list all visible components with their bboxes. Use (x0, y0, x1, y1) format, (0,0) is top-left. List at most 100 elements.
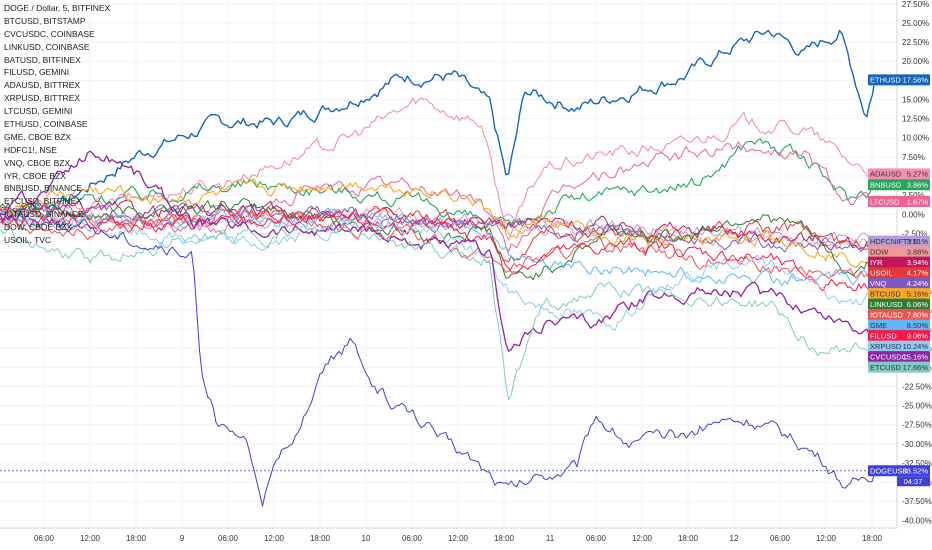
price-tag-value: 3.51% (907, 237, 929, 246)
x-tick-label: 18:00 (494, 534, 515, 543)
price-tag-bg (868, 195, 930, 207)
legend-item[interactable]: HDFC1!, NSE (4, 144, 57, 155)
series-line-bnbusd (0, 138, 876, 226)
price-tag-ltcusd: LTCUSD 1.67% (868, 195, 930, 207)
price-tag-dow: DOW 3.88% (868, 246, 930, 258)
price-tag-value: -33.52% (900, 467, 928, 476)
legend-item[interactable]: VNQ, CBOE BZX (4, 157, 71, 168)
legend-item[interactable]: BNBUSD, BINANCE (4, 183, 82, 194)
price-tag-value: 17.56% (903, 76, 929, 85)
price-tag-value: 3.88% (907, 247, 929, 256)
series-line-iyr (0, 199, 876, 252)
x-tick-label: 18:00 (862, 534, 883, 543)
price-tag-name: XRPUSD (870, 342, 902, 351)
price-tag-value: 5.16% (907, 289, 929, 298)
price-tag-bg (868, 179, 930, 191)
series-line-dogeusd (0, 214, 876, 507)
price-tag-name: ETHUSD (870, 76, 901, 85)
price-tag-bg (868, 246, 930, 258)
price-tag-name: LTCUSD (870, 197, 900, 206)
price-tag-hdfc1-: HDFCNIFTY1!3.51% (868, 235, 930, 247)
x-tick-label: 12 (730, 534, 739, 543)
price-tag-value: 4.24% (907, 279, 929, 288)
price-tag-name: HDFCNIFTY1! (870, 237, 919, 246)
legend-item[interactable]: ADAUSD, BITTREX (4, 80, 81, 91)
legend-item[interactable]: ETHUSD, COINBASE (4, 119, 88, 130)
price-tag-name: IYR (870, 258, 883, 267)
price-tag-gme: GME 8.50% (868, 319, 930, 331)
series-line-xrpusd (0, 212, 876, 331)
x-tick-label: 12:00 (632, 534, 653, 543)
x-tick-label: 11 (546, 534, 555, 543)
legend-item[interactable]: DOW, CBOE BZX (4, 222, 73, 233)
x-tick-label: 12:00 (816, 534, 837, 543)
price-tag-value: 17.66% (903, 363, 929, 372)
price-tag-bg (868, 465, 930, 477)
series-line-adausd (0, 97, 876, 241)
price-tag-value: 6.06% (907, 300, 929, 309)
y-tick-label: -32.50% (902, 459, 932, 468)
x-tick-label: 18:00 (126, 534, 147, 543)
price-tag-value: 15.16% (903, 352, 929, 361)
y-tick-label: 12.50% (902, 115, 929, 124)
y-tick-label: -25.00% (902, 402, 932, 411)
series-line-cvcusdc (0, 150, 876, 352)
x-tick-label: 18:00 (678, 534, 699, 543)
countdown-tag: 04:37 (897, 476, 930, 487)
legend-item[interactable]: IOTAUSD, BINANCE (4, 209, 84, 220)
price-tag-ethusd: ETHUSD 17.56% (868, 74, 930, 86)
series-line-filusd (0, 210, 876, 294)
price-tag-usoil: USOIL 4.17% (868, 267, 930, 279)
series-line-vnq (0, 201, 876, 253)
price-tag-dogeusd: DOGEUSD-33.52% (868, 465, 930, 477)
x-tick-label: 12:00 (80, 534, 101, 543)
y-tick-label: 27.50% (902, 0, 929, 9)
price-tag-btcusd: BTCUSD 5.16% (868, 288, 930, 300)
legend-item[interactable]: LTCUSD, GEMINI (4, 106, 73, 117)
price-tag-bg (868, 298, 930, 310)
legend-item[interactable]: ETCUSD, BITFINEX (4, 196, 82, 207)
legend-item[interactable]: DOGE / Dollar, 5, BITFINEX (4, 3, 111, 13)
price-tag-bg (868, 267, 930, 279)
price-tag-name: LINKUSD (870, 300, 903, 309)
legend-item[interactable]: BATUSD, BITFINEX (4, 54, 81, 65)
legend-item[interactable]: BTCUSD, BITSTAMP (4, 15, 86, 26)
price-tag-iotausd: IOTAUSD 7.80% (868, 309, 930, 321)
x-tick-label: 10 (362, 534, 371, 543)
legend-item[interactable]: USOIL, TVC (4, 235, 52, 246)
price-tag-value: 3.86% (907, 181, 929, 190)
legend-item[interactable]: IYR, CBOE BZX (4, 170, 66, 181)
price-tag-filusd: FILUSD 9.06% (868, 330, 930, 342)
price-tag-bg (868, 361, 930, 373)
price-tag-vnq: VNQ 4.24% (868, 277, 930, 289)
legend-item[interactable]: FILUSD, GEMINI (4, 67, 70, 78)
series-line-ethusd (0, 29, 876, 219)
price-tag-etcusd: ETCUSD 17.66% (868, 361, 930, 373)
price-tag-name: IOTAUSD (870, 310, 903, 319)
price-tag-name: BTCUSD (870, 289, 901, 298)
y-tick-label: -27.50% (902, 421, 932, 430)
legend-item[interactable]: CVCUSDC, COINBASE (4, 28, 95, 39)
countdown-bg (897, 476, 930, 487)
price-tag-adausd: ADAUSD 5.27% (868, 168, 930, 180)
legend-item[interactable]: XRPUSD, BITTREX (4, 93, 81, 104)
price-tag-name: CVCUSDC (870, 352, 908, 361)
price-tag-value: 5.27% (907, 170, 929, 179)
series-line-ltcusd (0, 141, 876, 252)
legend-item[interactable]: GME, CBOE BZX (4, 131, 72, 142)
x-tick-label: 9 (180, 534, 185, 543)
x-tick-label: 12:00 (448, 534, 469, 543)
price-tag-bg (868, 351, 930, 363)
y-tick-label: -30.00% (902, 440, 932, 449)
x-tick-label: 06:00 (770, 534, 791, 543)
legend-item[interactable]: LINKUSD, COINBASE (4, 41, 90, 52)
price-tag-value: 4.17% (907, 268, 929, 277)
price-tag-bg (868, 330, 930, 342)
price-tag-value: 7.80% (907, 310, 929, 319)
y-tick-label: 15.00% (902, 95, 929, 104)
price-tag-name: BNBUSD (870, 181, 902, 190)
series-line-btcusd (0, 178, 876, 269)
